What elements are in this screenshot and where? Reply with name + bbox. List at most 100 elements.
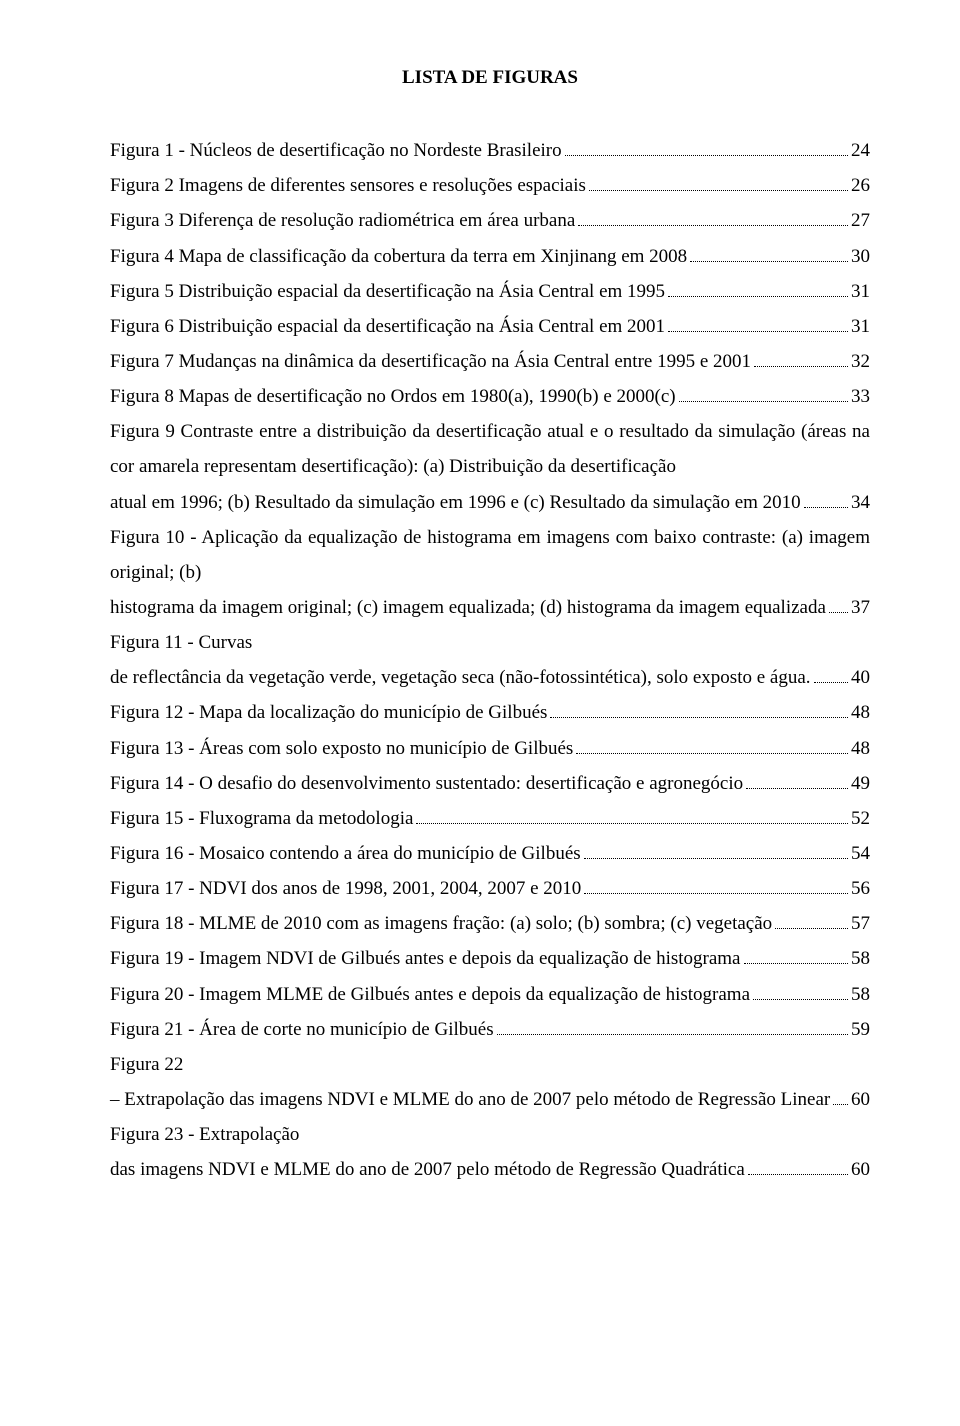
toc-entry-tail: Figura 19 - Imagem NDVI de Gilbués antes… [110, 941, 741, 976]
leader-dots [829, 597, 848, 613]
toc-entry-lastline: atual em 1996; (b) Resultado da simulaçã… [110, 485, 870, 520]
toc-entry-text: Figura 23 - Extrapolação [110, 1124, 299, 1145]
leader-dots [416, 808, 848, 824]
toc-page-number: 52 [851, 801, 870, 836]
leader-dots [690, 245, 848, 261]
toc-entry-tail: atual em 1996; (b) Resultado da simulaçã… [110, 485, 801, 520]
toc-entry-tail: – Extrapolação das imagens NDVI e MLME d… [110, 1082, 830, 1117]
toc-page-number: 33 [851, 379, 870, 414]
leader-dots [744, 948, 849, 964]
toc-page-number: 26 [851, 168, 870, 203]
toc-entry-lastline: Figura 16 - Mosaico contendo a área do m… [110, 836, 870, 871]
toc-entry-lastline: Figura 7 Mudanças na dinâmica da deserti… [110, 344, 870, 379]
leader-dots [584, 878, 848, 894]
toc-entry-tail: Figura 2 Imagens de diferentes sensores … [110, 168, 586, 203]
leader-dots [679, 386, 848, 402]
toc-entry-tail: Figura 14 - O desafio do desenvolvimento… [110, 766, 743, 801]
toc-page-number: 58 [851, 977, 870, 1012]
toc-entry-lastline: Figura 13 - Áreas com solo exposto no mu… [110, 731, 870, 766]
toc-entry-lastline: – Extrapolação das imagens NDVI e MLME d… [110, 1082, 870, 1117]
leader-dots [814, 667, 848, 683]
toc-entry: Figura 22 – Extrapolação das imagens NDV… [110, 1047, 870, 1117]
toc-entry-text: Figura 10 - Aplicação da equalização de … [110, 527, 870, 583]
toc-entry-tail: Figura 15 - Fluxograma da metodologia [110, 801, 413, 836]
toc-page-number: 40 [851, 660, 870, 695]
leader-dots [550, 702, 848, 718]
toc-page-number: 37 [851, 590, 870, 625]
toc-entry-tail: Figura 13 - Áreas com solo exposto no mu… [110, 731, 573, 766]
toc-entry-tail: histograma da imagem original; (c) image… [110, 590, 826, 625]
toc-list: Figura 1 - Núcleos de desertificação no … [110, 133, 870, 1187]
leader-dots [576, 737, 848, 753]
toc-entry-text: Figura 9 Contraste entre a distribuição … [110, 421, 870, 477]
toc-entry: Figura 1 - Núcleos de desertificação no … [110, 133, 870, 168]
toc-entry-lastline: Figura 12 - Mapa da localização do munic… [110, 695, 870, 730]
toc-entry-tail: Figura 12 - Mapa da localização do munic… [110, 695, 547, 730]
toc-entry-lastline: Figura 21 - Área de corte no município d… [110, 1012, 870, 1047]
toc-entry: Figura 15 - Fluxograma da metodologia 52 [110, 801, 870, 836]
leader-dots [565, 140, 848, 156]
toc-entry: Figura 10 - Aplicação da equalização de … [110, 520, 870, 625]
toc-entry-tail: das imagens NDVI e MLME do ano de 2007 p… [110, 1152, 745, 1187]
toc-entry-tail: Figura 20 - Imagem MLME de Gilbués antes… [110, 977, 750, 1012]
toc-entry-tail: Figura 3 Diferença de resolução radiomét… [110, 203, 575, 238]
toc-entry-lastline: de reflectância da vegetação verde, vege… [110, 660, 870, 695]
leader-dots [748, 1159, 848, 1175]
toc-entry-tail: Figura 6 Distribuição espacial da desert… [110, 309, 665, 344]
toc-entry-text: Figura 11 - Curvas [110, 632, 252, 653]
leader-dots [589, 175, 848, 191]
toc-entry-lastline: Figura 2 Imagens de diferentes sensores … [110, 168, 870, 203]
toc-page-number: 31 [851, 274, 870, 309]
toc-entry-lastline: das imagens NDVI e MLME do ano de 2007 p… [110, 1152, 870, 1187]
leader-dots [668, 281, 848, 297]
leader-dots [497, 1018, 848, 1034]
toc-page-number: 24 [851, 133, 870, 168]
toc-entry-lastline: Figura 3 Diferença de resolução radiomét… [110, 203, 870, 238]
toc-entry-tail: de reflectância da vegetação verde, vege… [110, 660, 811, 695]
toc-entry-lastline: Figura 14 - O desafio do desenvolvimento… [110, 766, 870, 801]
toc-entry: Figura 19 - Imagem NDVI de Gilbués antes… [110, 941, 870, 976]
toc-entry: Figura 17 - NDVI dos anos de 1998, 2001,… [110, 871, 870, 906]
toc-entry-lastline: Figura 20 - Imagem MLME de Gilbués antes… [110, 977, 870, 1012]
toc-entry-tail: Figura 1 - Núcleos de desertificação no … [110, 133, 562, 168]
toc-page-number: 48 [851, 731, 870, 766]
leader-dots [833, 1089, 848, 1105]
toc-entry-lastline: Figura 5 Distribuição espacial da desert… [110, 274, 870, 309]
toc-entry: Figura 3 Diferença de resolução radiomét… [110, 203, 870, 238]
leader-dots [746, 772, 848, 788]
leader-dots [584, 843, 848, 859]
toc-entry: Figura 4 Mapa de classificação da cobert… [110, 239, 870, 274]
toc-entry: Figura 7 Mudanças na dinâmica da deserti… [110, 344, 870, 379]
leader-dots [753, 983, 848, 999]
toc-entry: Figura 11 - Curvas de reflectância da ve… [110, 625, 870, 695]
toc-entry: Figura 21 - Área de corte no município d… [110, 1012, 870, 1047]
page-title: LISTA DE FIGURAS [110, 60, 870, 95]
leader-dots [668, 316, 848, 332]
toc-page-number: 60 [851, 1082, 870, 1117]
leader-dots [804, 491, 848, 507]
toc-page-number: 58 [851, 941, 870, 976]
toc-entry: Figura 8 Mapas de desertificação no Ordo… [110, 379, 870, 414]
toc-page-number: 48 [851, 695, 870, 730]
toc-entry-tail: Figura 7 Mudanças na dinâmica da deserti… [110, 344, 751, 379]
toc-page-number: 60 [851, 1152, 870, 1187]
toc-entry-lastline: Figura 19 - Imagem NDVI de Gilbués antes… [110, 941, 870, 976]
toc-entry-text: Figura 22 [110, 1054, 183, 1075]
toc-page-number: 32 [851, 344, 870, 379]
toc-entry: Figura 16 - Mosaico contendo a área do m… [110, 836, 870, 871]
leader-dots [775, 913, 848, 929]
toc-entry: Figura 6 Distribuição espacial da desert… [110, 309, 870, 344]
page-container: LISTA DE FIGURAS Figura 1 - Núcleos de d… [0, 0, 960, 1247]
toc-entry-lastline: Figura 15 - Fluxograma da metodologia 52 [110, 801, 870, 836]
leader-dots [754, 351, 848, 367]
toc-page-number: 59 [851, 1012, 870, 1047]
toc-page-number: 30 [851, 239, 870, 274]
toc-entry-lastline: Figura 18 - MLME de 2010 com as imagens … [110, 906, 870, 941]
toc-entry: Figura 13 - Áreas com solo exposto no mu… [110, 731, 870, 766]
toc-page-number: 49 [851, 766, 870, 801]
toc-entry: Figura 5 Distribuição espacial da desert… [110, 274, 870, 309]
toc-page-number: 34 [851, 485, 870, 520]
toc-entry-lastline: Figura 6 Distribuição espacial da desert… [110, 309, 870, 344]
toc-entry-tail: Figura 16 - Mosaico contendo a área do m… [110, 836, 581, 871]
toc-entry-lastline: Figura 8 Mapas de desertificação no Ordo… [110, 379, 870, 414]
